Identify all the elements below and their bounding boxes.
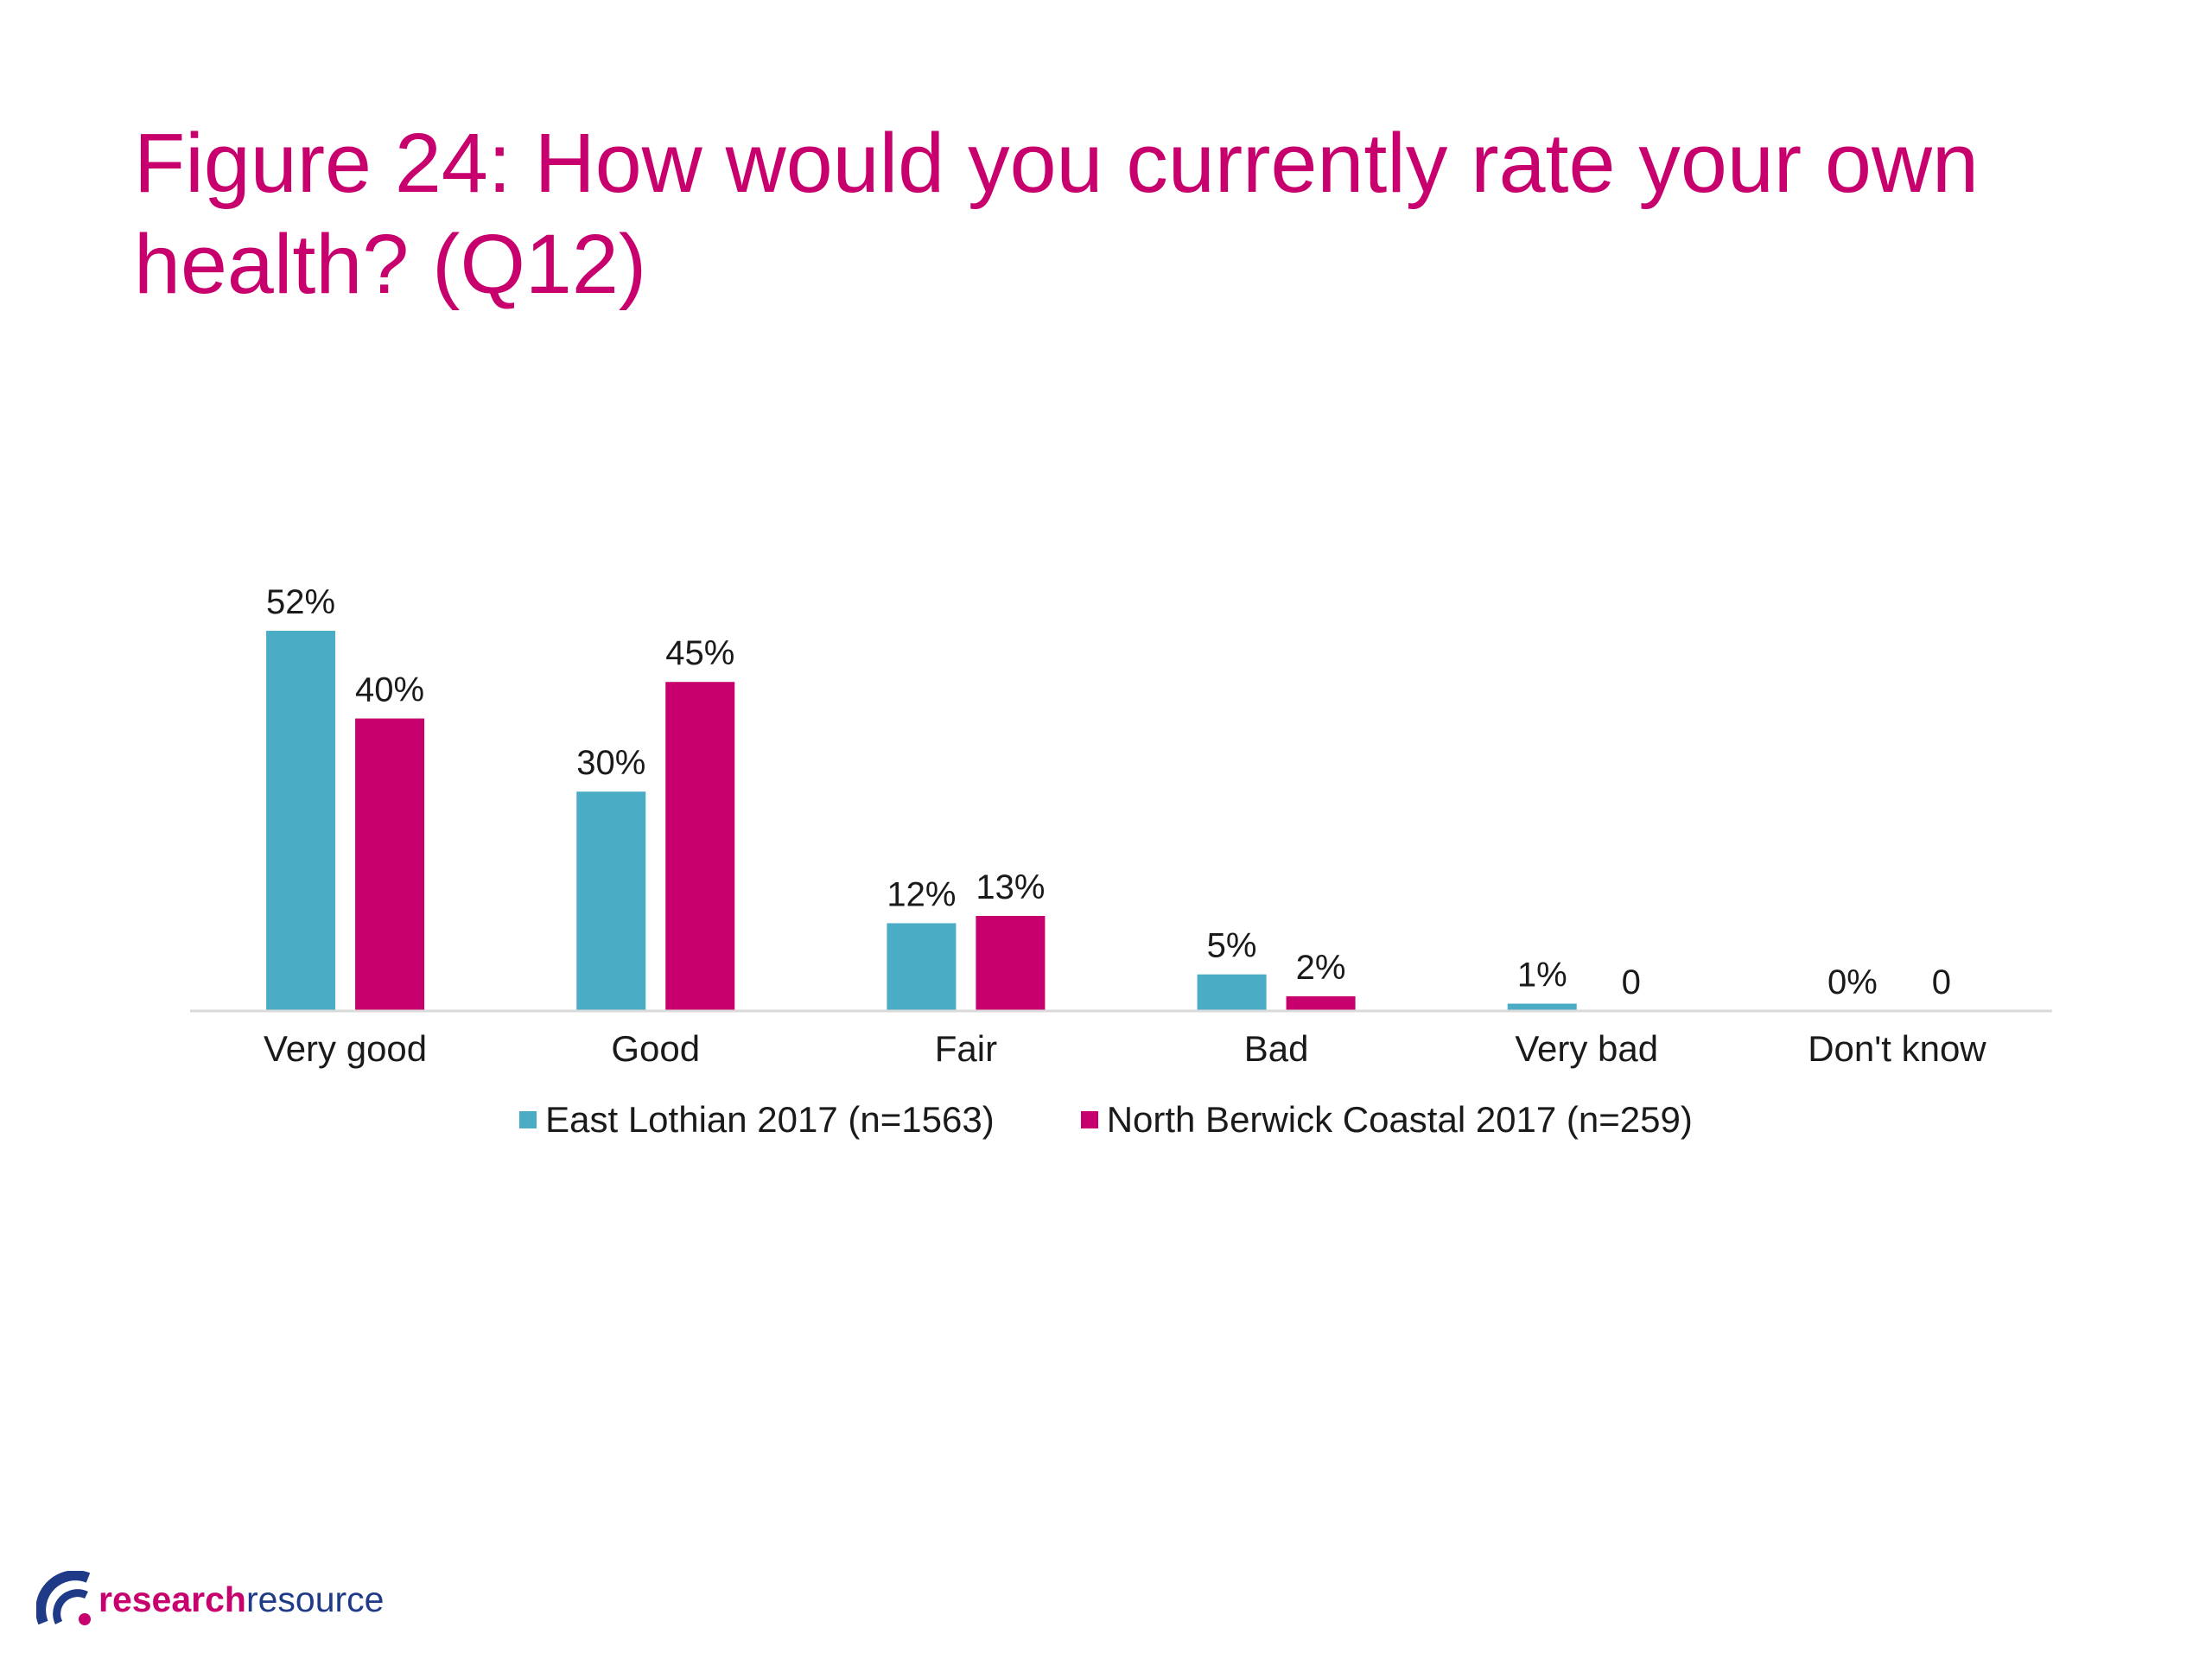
data-label-north-berwick-very-good: 40% <box>355 671 424 709</box>
data-labels-layer: 52% 40% 30% 45% 12% 13% 5% 2% 1% 0 0% 0 <box>266 583 1951 1001</box>
category-label-very-bad: Very bad <box>1515 1028 1658 1069</box>
research-resource-logo-icon <box>36 1571 91 1625</box>
slide-title: Figure 24: How would you currently rate … <box>134 116 1979 311</box>
category-label-bad: Bad <box>1244 1028 1309 1069</box>
logo-word-resource: resource <box>245 1579 385 1619</box>
data-label-north-berwick-don-t-know: 0 <box>1932 963 1951 1001</box>
category-label-don-t-know: Don't know <box>1808 1028 1986 1069</box>
data-label-east-lothian-very-good: 52% <box>266 583 335 621</box>
legend-item-east-lothian: East Lothian 2017 (n=1563) <box>519 1099 995 1141</box>
bar-north-berwick-bad <box>1286 996 1356 1011</box>
data-label-north-berwick-bad: 2% <box>1296 949 1346 987</box>
data-label-north-berwick-very-bad: 0 <box>1622 963 1641 1001</box>
data-label-east-lothian-very-bad: 1% <box>1517 957 1567 995</box>
data-label-east-lothian-don-t-know: 0% <box>1827 963 1878 1001</box>
chart-legend: East Lothian 2017 (n=1563) North Berwick… <box>0 1099 2212 1141</box>
legend-item-north-berwick: North Berwick Coastal 2017 (n=259) <box>1080 1099 1693 1141</box>
legend-swatch-north-berwick <box>1080 1111 1098 1128</box>
bar-east-lothian-fair <box>887 923 957 1011</box>
data-label-east-lothian-good: 30% <box>576 744 645 782</box>
category-label-good: Good <box>611 1028 700 1069</box>
bar-north-berwick-good <box>665 682 735 1011</box>
data-label-north-berwick-fair: 13% <box>976 868 1045 906</box>
bar-north-berwick-very-good <box>355 718 425 1011</box>
data-label-east-lothian-bad: 5% <box>1207 927 1257 965</box>
legend-label-east-lothian: East Lothian 2017 (n=1563) <box>545 1099 995 1140</box>
legend-swatch-east-lothian <box>519 1111 537 1128</box>
bar-east-lothian-very-bad <box>1507 1003 1577 1011</box>
bar-east-lothian-very-good <box>266 631 336 1011</box>
data-label-north-berwick-good: 45% <box>665 634 734 672</box>
bar-east-lothian-bad <box>1197 974 1267 1011</box>
category-labels-layer: Very good Good Fair Bad Very bad Don't know <box>264 1028 1986 1069</box>
logo-word-research: research <box>99 1579 246 1619</box>
bar-east-lothian-good <box>576 791 646 1011</box>
research-resource-logo: research resource <box>36 1571 384 1628</box>
category-label-fair: Fair <box>935 1028 997 1069</box>
bar-north-berwick-fair <box>976 916 1046 1011</box>
legend-label-north-berwick: North Berwick Coastal 2017 (n=259) <box>1106 1099 1693 1140</box>
data-label-east-lothian-fair: 12% <box>887 875 956 913</box>
category-label-very-good: Very good <box>264 1028 427 1069</box>
bars-layer <box>266 631 1577 1011</box>
